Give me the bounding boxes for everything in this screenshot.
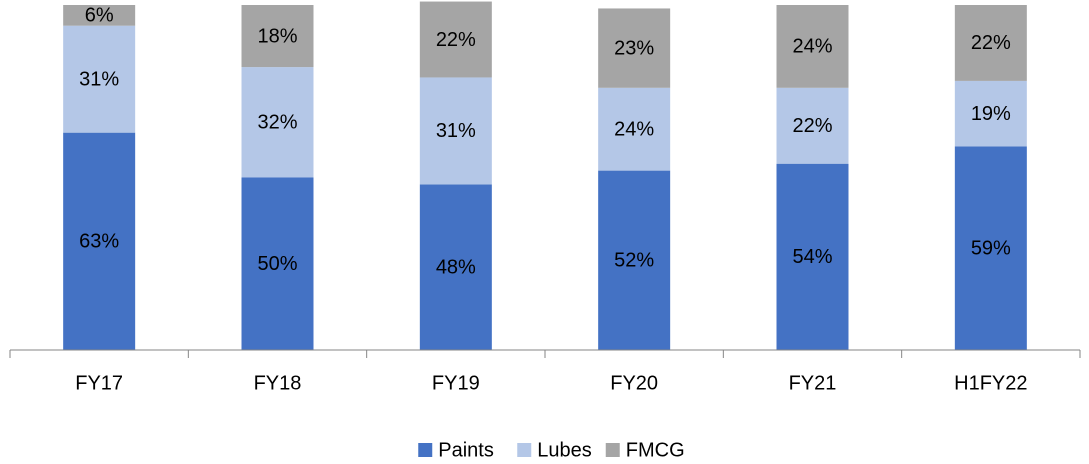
- data-label: 48%: [436, 256, 476, 278]
- bar-segment: [954, 80, 1027, 147]
- legend-swatch: [605, 443, 620, 457]
- bar-segment: [241, 5, 314, 68]
- bar-segment: [954, 146, 1027, 350]
- data-label: 32%: [257, 112, 297, 134]
- data-label: 6%: [85, 5, 114, 27]
- data-label: 31%: [79, 68, 119, 90]
- data-label: 31%: [436, 120, 476, 142]
- data-label: 59%: [971, 238, 1011, 260]
- bar-segment: [598, 8, 671, 88]
- data-label: 22%: [436, 29, 476, 51]
- bar-segment: [241, 67, 314, 178]
- data-label: 63%: [79, 231, 119, 253]
- data-label: 52%: [614, 250, 654, 272]
- legend-swatch: [418, 443, 433, 457]
- x-tick-label: FY20: [610, 372, 658, 394]
- legend-label: Paints: [438, 439, 494, 461]
- bar-segment: [63, 132, 136, 350]
- data-label: 22%: [971, 32, 1011, 54]
- bar-segment: [241, 177, 314, 350]
- bar-segment: [63, 25, 136, 133]
- data-label: 54%: [792, 246, 832, 268]
- legend-label: Lubes: [537, 439, 592, 461]
- bar-segment: [954, 5, 1027, 81]
- bar-segment: [419, 77, 492, 185]
- data-label: 24%: [614, 118, 654, 140]
- bar-segment: [776, 87, 849, 164]
- bar-segment: [776, 163, 849, 350]
- data-label: 23%: [614, 37, 654, 59]
- bar-segment: [419, 1, 492, 78]
- bar-segment: [598, 87, 671, 171]
- data-label: 50%: [257, 253, 297, 275]
- x-tick-label: FY21: [789, 372, 837, 394]
- legend-swatch: [517, 443, 532, 457]
- data-label: 22%: [792, 115, 832, 137]
- bar-segment: [598, 170, 671, 350]
- data-label: 24%: [792, 36, 832, 58]
- bar-segment: [776, 5, 849, 88]
- bar-segment: [419, 184, 492, 350]
- x-tick-label: H1FY22: [954, 372, 1027, 394]
- bar-segment: [63, 5, 136, 26]
- data-label: 19%: [971, 103, 1011, 125]
- x-tick-label: FY17: [75, 372, 123, 394]
- data-label: 18%: [257, 25, 297, 47]
- x-tick-label: FY18: [254, 372, 302, 394]
- x-tick-label: FY19: [432, 372, 480, 394]
- legend-label: FMCG: [626, 439, 685, 461]
